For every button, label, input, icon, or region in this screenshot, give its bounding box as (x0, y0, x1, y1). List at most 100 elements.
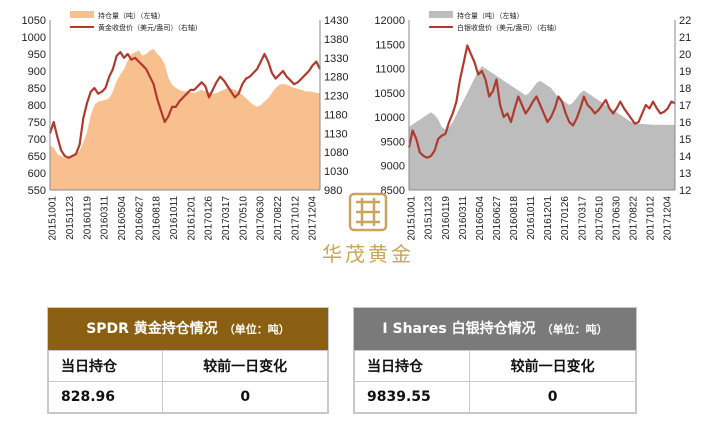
silver-left-tick-label: 11500 (375, 39, 405, 51)
ishares-unit: （单位：吨） (541, 323, 608, 336)
table-row: 828.96 0 (47, 381, 328, 413)
gold-x-tick-label: 20160818 (152, 196, 163, 241)
company-logo: 华茂黄金 (318, 192, 418, 267)
gold-x-tick-label: 20170317 (221, 196, 232, 241)
table-row: 当日持仓 较前一日变化 (47, 350, 328, 382)
silver-legend-area-swatch (429, 11, 453, 18)
gold-holdings-area (50, 48, 320, 191)
spdr-col-holding: 当日持仓 (47, 350, 164, 382)
table-row: 当日持仓 较前一日变化 (353, 350, 636, 382)
silver-chart: 8500 9000 9500 10000 10500 11000 11500 12000 12 1… (374, 11, 691, 241)
spdr-title: SPDR 黄金持仓情况 (86, 321, 218, 337)
gold-x-tick-label: 20160627 (134, 196, 145, 241)
gold-legend-line-label: 黄金收盘价（美元/盎司）（右轴） (98, 23, 202, 32)
silver-x-tick-label: 20170822 (629, 196, 640, 241)
gold-left-tick-label: 750 (28, 117, 46, 129)
silver-legend-area-label: 持仓量（吨）（左轴） (457, 11, 524, 20)
ishares-table: 当日持仓 较前一日变化 9839.55 0 (353, 350, 636, 413)
ishares-col-change: 较前一日变化 (469, 350, 636, 382)
gold-chart: 550 600 650 700 750 800 850 900 950 1000 1050 980 10… (22, 11, 348, 241)
silver-x-tick-label: 20170317 (577, 196, 588, 241)
spdr-table: 当日持仓 较前一日变化 828.96 0 (47, 350, 328, 413)
silver-left-tick-label: 10000 (374, 112, 405, 124)
silver-x-tick-label: 20160504 (475, 196, 486, 241)
gold-x-tick-label: 20160504 (117, 196, 128, 241)
gold-left-tick-label: 800 (28, 100, 46, 112)
silver-left-tick-label: 11000 (375, 64, 405, 76)
gold-left-tick-label: 550 (28, 185, 46, 197)
gold-right-tick-label: 1330 (324, 53, 348, 65)
gold-x-tick-label: 20160119 (82, 196, 93, 240)
silver-price-line (407, 44, 676, 159)
gold-right-tick-label: 1030 (324, 166, 348, 178)
gold-left-tick-label: 900 (28, 66, 46, 78)
gold-right-tick-label: 1430 (324, 15, 348, 27)
silver-right-tick-label: 13 (679, 168, 691, 180)
spdr-change-value: 0 (162, 381, 328, 413)
gold-x-tick-label: 20170822 (273, 196, 284, 241)
silver-x-tick-label: 20161201 (543, 196, 554, 241)
silver-x-tick-label: 20171012 (646, 196, 657, 241)
silver-right-tick-label: 14 (679, 151, 691, 163)
silver-right-tick-label: 18 (679, 83, 691, 95)
silver-x-tick-label: 20170126 (560, 196, 571, 241)
spdr-col-change: 较前一日变化 (162, 350, 328, 382)
silver-x-tick-label: 20151123 (424, 196, 435, 240)
gold-price-line (48, 51, 321, 159)
spdr-gold-panel: SPDR 黄金持仓情况 （单位：吨） 当日持仓 较前一日变化 828.96 0 (47, 307, 329, 414)
silver-x-tick-label: 20160311 (458, 196, 469, 240)
gold-right-tick-label: 1280 (324, 72, 348, 84)
gold-left-tick-label: 700 (28, 134, 46, 146)
silver-right-tick-label: 22 (679, 15, 691, 27)
gold-legend-area-swatch (70, 11, 94, 18)
silver-x-tick-label: 20160627 (492, 196, 503, 241)
spdr-holding-value: 828.96 (47, 381, 164, 413)
spdr-panel-header: SPDR 黄金持仓情况 （单位：吨） (48, 308, 328, 350)
gold-left-tick-label: 950 (28, 49, 46, 61)
silver-holdings-area (409, 66, 675, 190)
silver-x-tick-label: 20161011 (526, 196, 537, 240)
silver-x-tick-label: 20151001 (407, 196, 418, 241)
gold-x-tick-label: 20151001 (48, 196, 59, 241)
silver-right-tick-label: 17 (679, 100, 691, 112)
silver-right-tick-label: 15 (679, 134, 691, 146)
gold-left-tick-label: 1050 (22, 15, 46, 27)
silver-left-tick-label: 9000 (381, 161, 405, 173)
silver-x-tick-label: 20160119 (441, 196, 452, 240)
gold-x-tick-label: 20170510 (238, 196, 249, 241)
ishares-silver-panel: I Shares 白银持仓情况 （单位：吨） 当日持仓 较前一日变化 9839.5… (353, 307, 637, 414)
gold-x-tick-label: 20171012 (290, 196, 301, 241)
ishares-change-value: 0 (469, 381, 636, 413)
gold-left-tick-label: 1000 (22, 32, 46, 44)
gold-right-tick-label: 1380 (324, 34, 348, 46)
ishares-holding-value: 9839.55 (353, 381, 471, 413)
silver-right-tick-label: 20 (679, 49, 691, 61)
silver-x-tick-label: 20160818 (509, 196, 520, 241)
silver-right-tick-label: 21 (679, 32, 691, 44)
logo-emblem-icon (348, 192, 388, 232)
gold-right-tick-label: 1130 (324, 128, 348, 140)
silver-left-tick-label: 10500 (374, 88, 405, 100)
gold-legend-area-label: 持仓量（吨）（左轴） (98, 11, 165, 20)
ishares-col-holding: 当日持仓 (353, 350, 471, 382)
gold-right-tick-label: 1080 (324, 147, 348, 159)
gold-left-tick-label: 600 (28, 168, 46, 180)
gold-x-tick-label: 20151123 (65, 196, 76, 240)
silver-left-tick-label: 8500 (381, 185, 405, 197)
gold-right-tick-label: 980 (324, 185, 342, 197)
gold-left-tick-label: 850 (28, 83, 46, 95)
table-row: 9839.55 0 (353, 381, 636, 413)
gold-right-tick-label: 1230 (324, 91, 348, 103)
silver-x-tick-label: 20171204 (663, 196, 674, 241)
ishares-panel-header: I Shares 白银持仓情况 （单位：吨） (354, 308, 636, 350)
gold-x-tick-label: 20170126 (204, 196, 215, 241)
holdings-charts: 550 600 650 700 750 800 850 900 950 1000 1050 980 10… (22, 11, 691, 241)
gold-x-tick-label: 20170630 (256, 196, 267, 241)
logo-text: 华茂黄金 (322, 242, 414, 266)
silver-right-tick-label: 16 (679, 117, 691, 129)
gold-x-tick-label: 20161011 (169, 196, 180, 240)
spdr-unit: （单位：吨） (223, 323, 290, 336)
silver-right-tick-label: 12 (679, 185, 691, 197)
ishares-title: I Shares 白银持仓情况 (382, 321, 536, 337)
gold-right-tick-label: 1180 (324, 109, 348, 121)
